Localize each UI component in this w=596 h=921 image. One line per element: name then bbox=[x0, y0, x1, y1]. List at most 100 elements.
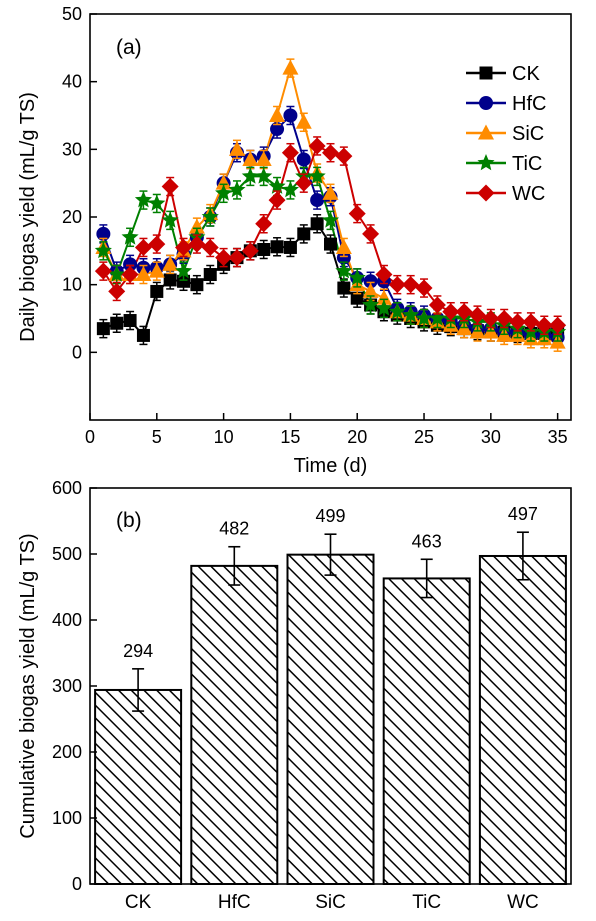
panel-label-b: (b) bbox=[116, 509, 142, 532]
data-point-wc bbox=[549, 316, 567, 334]
legend-marker-hfc bbox=[479, 96, 493, 110]
data-point-wc bbox=[148, 235, 166, 253]
data-point-sic bbox=[148, 262, 165, 278]
data-point-wc bbox=[281, 144, 299, 162]
data-point-sic bbox=[322, 184, 339, 200]
data-point-wc bbox=[335, 147, 353, 165]
x-tick-label-b: CK bbox=[125, 892, 152, 913]
data-point-wc bbox=[402, 276, 420, 294]
data-point-hfc bbox=[123, 257, 138, 272]
bar-hfc bbox=[190, 564, 279, 885]
data-point-hfc bbox=[310, 193, 325, 208]
axis-ticks-b: 0 100 200 300 400 500 600 CK HfC SiC TiC WC bbox=[52, 478, 539, 913]
y-tick-label-b: 400 bbox=[52, 610, 82, 630]
legend-label: CK bbox=[512, 63, 540, 85]
bar-ck bbox=[94, 688, 183, 886]
data-point-tic bbox=[375, 299, 393, 316]
data-point-wc bbox=[375, 266, 393, 284]
data-point-tic bbox=[161, 211, 179, 228]
data-point-ck bbox=[123, 314, 137, 328]
x-tick-label-a: 35 bbox=[548, 427, 568, 447]
data-point-wc bbox=[201, 238, 219, 256]
data-point-wc bbox=[94, 262, 112, 280]
data-point-wc bbox=[468, 306, 486, 324]
legend-label: SiC bbox=[512, 123, 544, 145]
data-point-sic bbox=[362, 282, 379, 298]
y-axis-title-b: Cumulative biogas yield (mL/g TS) bbox=[17, 533, 39, 838]
data-point-tic bbox=[428, 309, 446, 326]
data-point-tic bbox=[201, 208, 219, 225]
bar-value-label: 499 bbox=[315, 506, 345, 526]
x-tick-label-a: 15 bbox=[280, 427, 300, 447]
data-point-sic bbox=[255, 150, 272, 166]
legend-marker-wc bbox=[477, 184, 495, 202]
bar-tic bbox=[382, 577, 471, 885]
data-point-ck bbox=[136, 328, 150, 342]
data-point-wc bbox=[362, 225, 380, 243]
data-point-wc bbox=[535, 316, 553, 334]
data-point-sic bbox=[282, 59, 299, 75]
data-point-wc bbox=[255, 215, 273, 233]
cumulative-yield-bar-chart: 294 482 499 463 497 0 100 200 300 400 500 600 CK HfC… bbox=[17, 478, 572, 913]
data-point-sic bbox=[162, 255, 179, 271]
data-point-ck bbox=[297, 227, 311, 241]
data-point-wc bbox=[228, 249, 246, 267]
data-point-wc bbox=[241, 242, 259, 260]
data-point-wc bbox=[495, 310, 513, 327]
data-point-wc bbox=[455, 303, 473, 321]
data-point-sic bbox=[215, 174, 232, 190]
y-tick-label-a: 10 bbox=[62, 275, 82, 295]
data-point-wc bbox=[428, 296, 446, 314]
data-point-ck bbox=[324, 237, 337, 251]
data-point-wc bbox=[482, 310, 500, 327]
x-tick-label-b: TiC bbox=[412, 892, 441, 913]
data-point-sic bbox=[335, 238, 352, 254]
data-point-wc bbox=[161, 178, 179, 196]
bar-value-label: 463 bbox=[412, 531, 442, 551]
x-tick-label-a: 25 bbox=[414, 427, 434, 447]
data-point-hfc bbox=[283, 108, 298, 123]
data-point-tic bbox=[255, 167, 273, 184]
data-point-tic bbox=[348, 268, 366, 286]
x-axis-title-a: Time (d) bbox=[294, 455, 368, 477]
data-point-ck bbox=[257, 242, 271, 256]
data-point-sic bbox=[228, 140, 245, 156]
x-tick-label-a: 10 bbox=[214, 427, 234, 447]
bar-value-label: 497 bbox=[508, 504, 538, 524]
y-tick-label-b: 500 bbox=[52, 544, 82, 564]
legend-marker-sic bbox=[478, 124, 494, 140]
x-tick-label-a: 30 bbox=[481, 427, 501, 447]
data-point-ck bbox=[283, 240, 297, 254]
data-point-tic bbox=[388, 302, 406, 320]
legend-marker-tic bbox=[477, 154, 495, 171]
x-tick-label-b: HfC bbox=[218, 892, 251, 913]
data-point-tic bbox=[308, 167, 326, 184]
data-point-sic bbox=[375, 289, 392, 305]
data-point-wc bbox=[215, 249, 233, 267]
y-tick-label-b: 200 bbox=[52, 742, 82, 762]
data-point-tic bbox=[281, 180, 299, 198]
x-tick-label-a: 5 bbox=[152, 427, 162, 447]
data-point-tic bbox=[108, 265, 126, 282]
bar-value-label: 294 bbox=[123, 641, 153, 661]
x-tick-label-b: WC bbox=[507, 892, 539, 913]
data-point-wc bbox=[509, 313, 527, 331]
data-point-sic bbox=[135, 266, 152, 282]
panel-label-a: (a) bbox=[116, 36, 142, 59]
data-point-tic bbox=[362, 295, 380, 313]
legend: CK HfC SiC TiC WC bbox=[466, 63, 546, 205]
y-tick-label-a: 40 bbox=[62, 72, 82, 92]
data-point-tic bbox=[94, 241, 112, 259]
data-point-hfc bbox=[270, 122, 285, 137]
data-point-wc bbox=[442, 303, 460, 321]
series-group bbox=[94, 58, 567, 352]
data-point-tic bbox=[134, 191, 152, 208]
data-point-wc bbox=[188, 235, 206, 253]
data-point-wc bbox=[134, 238, 152, 256]
y-tick-label-a: 20 bbox=[62, 207, 82, 227]
data-point-sic bbox=[269, 107, 286, 122]
legend-marker-ck bbox=[479, 66, 493, 80]
data-point-tic bbox=[121, 228, 139, 245]
